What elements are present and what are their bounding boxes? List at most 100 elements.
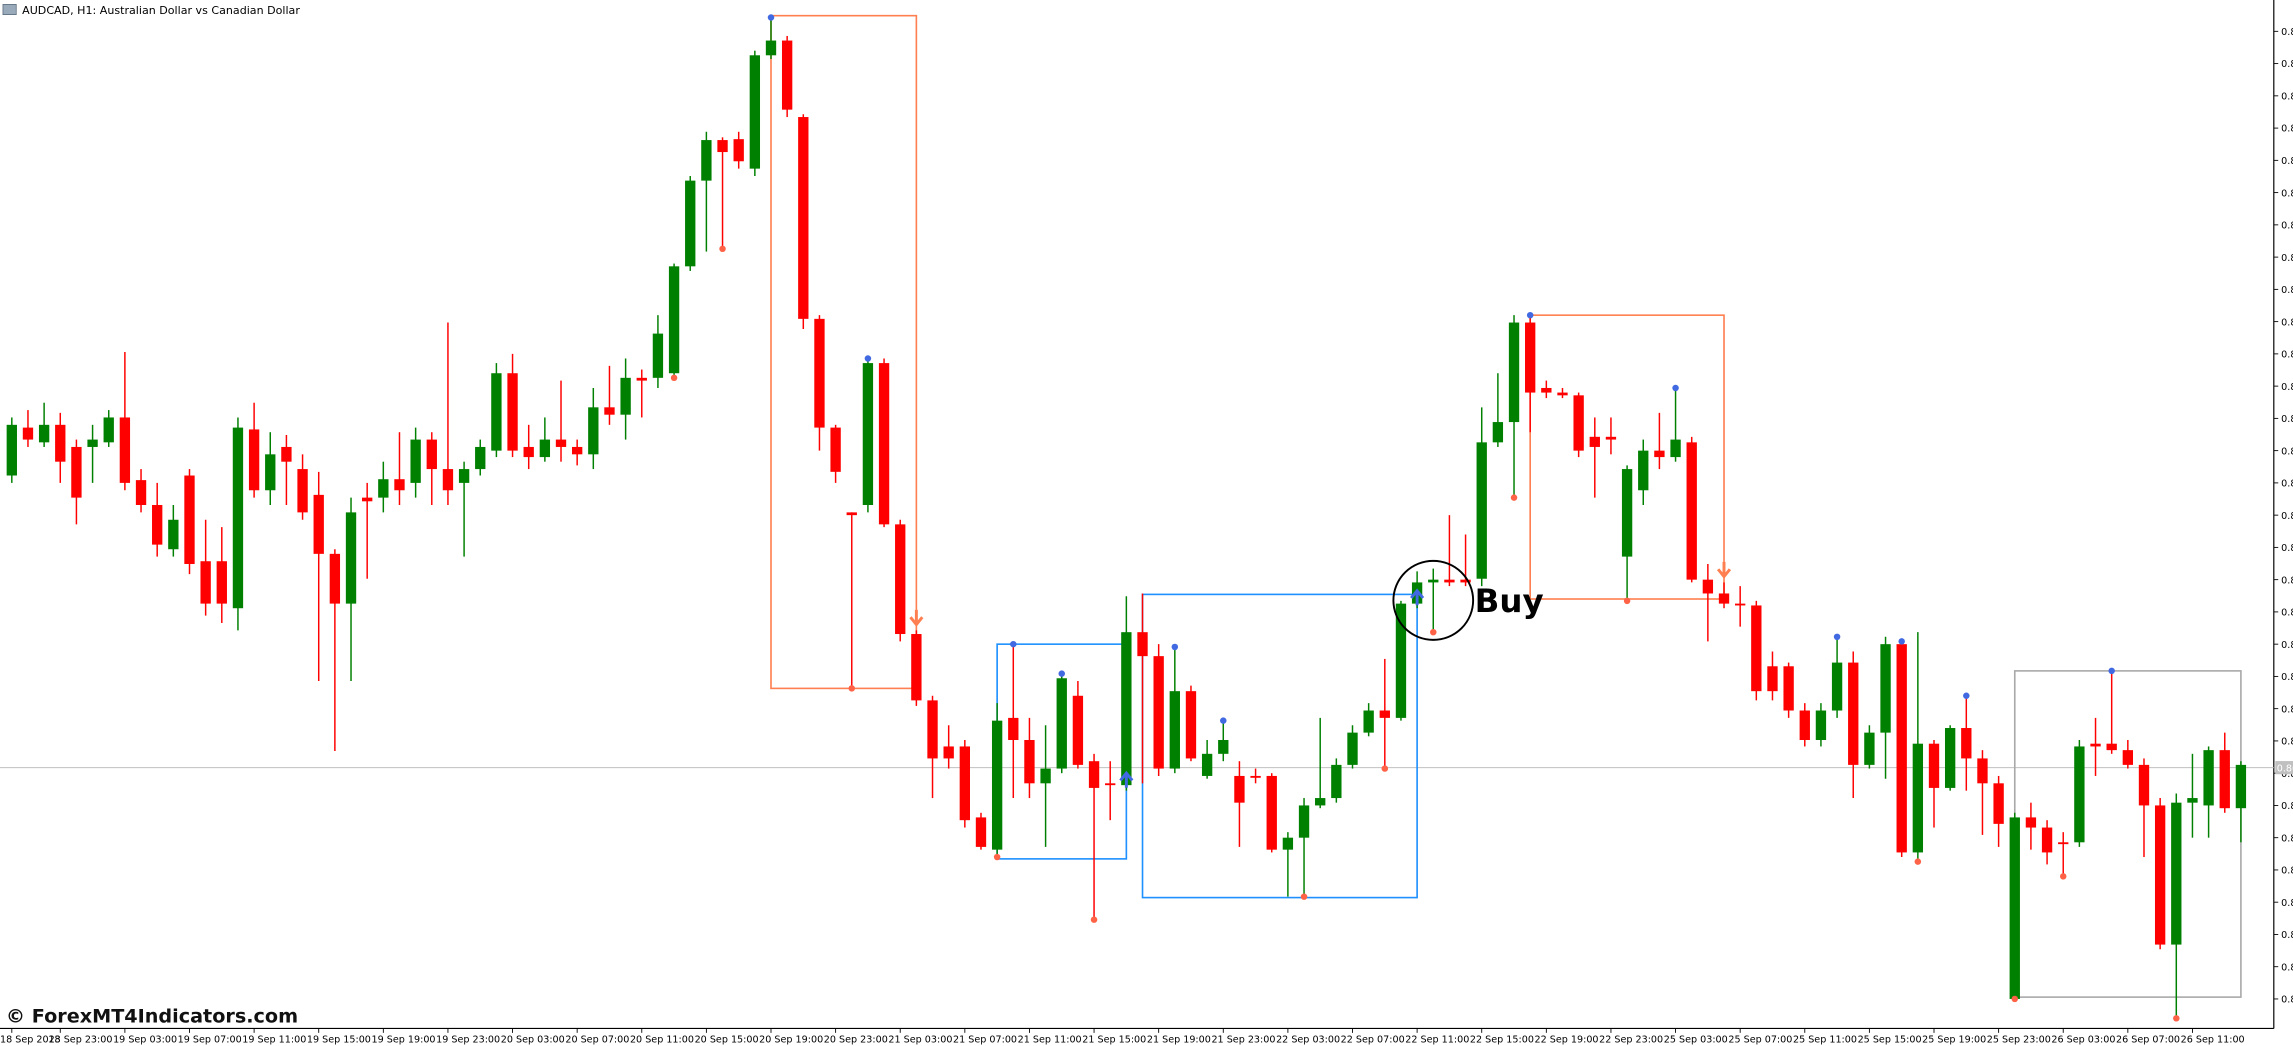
candle-body	[1379, 710, 1390, 718]
x-tick-label: 25 Sep 23:00	[1987, 1034, 2051, 1045]
signal-arrow	[1410, 588, 1425, 606]
pivot-dot	[1672, 384, 1679, 392]
pivot-dot	[670, 374, 678, 382]
x-tick-label: 21 Sep 03:00	[888, 1034, 952, 1045]
candle-body	[1395, 603, 1407, 718]
x-tick-label: 19 Sep 11:00	[242, 1034, 306, 1045]
x-tick-label: 26 Sep 11:00	[2181, 1034, 2245, 1045]
y-tick-label: 0.86275	[2281, 930, 2293, 941]
candle-body	[507, 373, 518, 451]
signal-arrow	[1119, 770, 1134, 788]
candle-body	[1137, 632, 1148, 657]
candle-body	[184, 475, 195, 564]
candle-body	[1702, 579, 1714, 594]
candle-body	[1557, 392, 1568, 396]
candle-body	[2058, 842, 2069, 845]
candle-body	[2090, 743, 2101, 747]
candle-body	[539, 439, 551, 458]
candle-body	[1654, 450, 1665, 458]
y-tick-label: 0.86240	[2281, 962, 2293, 973]
pivot-dot	[767, 14, 775, 21]
candle-body	[2171, 802, 2182, 945]
candle-body	[1298, 805, 1310, 838]
pivot-dot	[719, 245, 726, 253]
candle-body	[830, 427, 841, 472]
candle-body	[87, 439, 98, 447]
pivot-dot	[2011, 995, 2019, 1003]
candle-body	[216, 561, 227, 604]
candle-body	[1315, 798, 1326, 806]
candle-body	[1864, 732, 1875, 765]
candle-body	[1363, 710, 1374, 733]
candle-body	[1638, 450, 1649, 491]
candle-body	[571, 446, 583, 455]
x-tick-label: 22 Sep 07:00	[1341, 1034, 1405, 1045]
x-tick-label: 26 Sep 07:00	[2116, 1034, 2180, 1045]
candle-body	[410, 439, 421, 483]
y-tick-label: 0.86765	[2281, 479, 2293, 490]
y-tick-label: 0.86205	[2281, 995, 2293, 1006]
candle-body	[135, 480, 147, 506]
candle-body	[168, 519, 179, 550]
pivot-dot	[1381, 765, 1389, 772]
candle-body	[2106, 743, 2117, 751]
candle-body	[38, 424, 50, 443]
candle-body	[781, 40, 793, 110]
candle-body	[1444, 579, 1455, 583]
candle-body	[1735, 603, 1746, 606]
candle-body	[862, 363, 874, 506]
candle-body	[668, 266, 680, 374]
candle-body	[2025, 817, 2037, 828]
candle-body	[1928, 743, 1940, 788]
candle-body	[442, 469, 454, 491]
y-tick-label: 0.87255	[2281, 27, 2293, 38]
x-tick-label: 20 Sep 19:00	[759, 1034, 823, 1045]
candle-body	[1056, 678, 1067, 769]
y-tick-label: 0.87115	[2281, 156, 2293, 167]
candle-body	[2138, 764, 2150, 806]
candle-body	[959, 746, 970, 821]
x-tick-label: 22 Sep 19:00	[1535, 1034, 1599, 1045]
candle-body	[362, 497, 373, 502]
candle-body	[458, 469, 470, 483]
y-tick-label: 0.87045	[2281, 221, 2293, 232]
candle-body	[232, 427, 244, 609]
candle-body	[281, 446, 292, 462]
candle-body	[2154, 805, 2166, 945]
y-tick-label: 0.86905	[2281, 350, 2293, 361]
x-tick-label: 21 Sep 15:00	[1082, 1034, 1146, 1045]
candle-body	[1686, 442, 1697, 580]
candle-body	[103, 417, 114, 443]
y-tick-label: 0.86660	[2281, 575, 2293, 586]
pivot-dot	[1058, 670, 1065, 677]
candle-body	[1831, 662, 1843, 711]
candle-body	[943, 746, 954, 759]
candle-body	[1121, 632, 1132, 786]
y-tick-label: 0.86555	[2281, 672, 2293, 683]
candle-body	[620, 377, 631, 415]
x-tick-label: 19 Sep 23:00	[436, 1034, 500, 1045]
candle-body	[798, 117, 809, 319]
candle-body	[895, 524, 906, 635]
candle-body	[1040, 768, 1051, 784]
pivot-dot	[1220, 717, 1227, 724]
x-tick-label: 21 Sep 07:00	[953, 1034, 1017, 1045]
current-price-box	[2275, 761, 2293, 775]
candle-body	[55, 424, 66, 462]
candle-body	[733, 139, 744, 162]
candle-body	[846, 512, 857, 516]
y-tick-label: 0.86870	[2281, 382, 2293, 393]
candle-body	[1589, 436, 1600, 447]
pivot-dot	[848, 685, 856, 692]
x-tick-label: 19 Sep 15:00	[307, 1034, 371, 1045]
y-tick-label: 0.86625	[2281, 608, 2293, 619]
candle-body	[475, 446, 486, 470]
symbol-icon	[2, 4, 17, 15]
candle-body	[1815, 710, 1827, 741]
candle-body	[152, 505, 163, 545]
candle-body	[2041, 827, 2053, 853]
candle-body	[1218, 740, 1229, 754]
candle-body	[1541, 387, 1552, 393]
